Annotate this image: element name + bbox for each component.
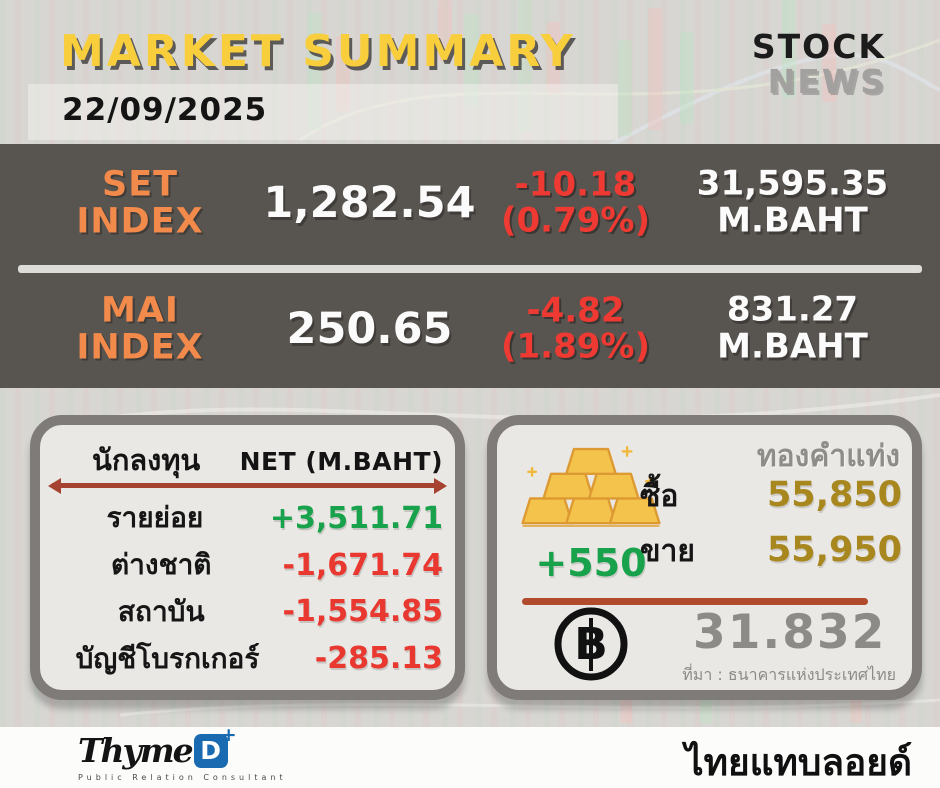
band-divider (18, 265, 922, 273)
publisher-logo: ไทยแทบลอยด์ (681, 733, 916, 788)
gold-sell-value: 55,950 (766, 530, 902, 570)
set-index-turnover: 31,595.35 M.BAHT (696, 163, 889, 241)
set-index-row: SET INDEX 1,282.54 -10.18 (0.79%) 31,595… (0, 144, 940, 262)
set-index-name: SET INDEX (76, 164, 204, 241)
table-row: บัญชีโบรกเกอร์ -285.13 (40, 637, 443, 681)
investor-net-value: -1,554.85 (282, 594, 444, 630)
brand-news-text: NEWS (767, 62, 886, 101)
investors-table: รายย่อย +3,511.71 ต่างชาติ -1,671.74 สถา… (40, 495, 455, 682)
investor-net-value: -285.13 (314, 641, 443, 677)
investor-type-label: รายย่อย (106, 501, 204, 535)
set-index-change: -10.18 (0.79%) (500, 164, 651, 240)
table-row: ต่างชาติ -1,671.74 (40, 543, 443, 587)
thymed-caption: Public Relation Consultant (78, 773, 287, 782)
gold-sell-label: ขาย (640, 534, 695, 569)
table-row: รายย่อย +3,511.71 (40, 496, 444, 540)
investor-type-label: ต่างชาติ (111, 548, 212, 582)
thymed-d-badge: D + (193, 724, 237, 768)
thymed-logo: Thyme D + Public Relation Consultant (78, 724, 287, 783)
date-backdrop-strip (28, 84, 618, 140)
investor-type-label: บัญชีโบรกเกอร์ (75, 641, 260, 675)
set-index-value: 1,282.54 (263, 178, 476, 228)
investors-net-label: NET (M.BAHT) (239, 447, 443, 476)
table-row: ขาย 55,950 (640, 528, 902, 575)
investors-header: นักลงทุน NET (M.BAHT) (40, 437, 455, 483)
gold-card: +550 ทองคำแท่ง ซื้อ 55,850 ขาย 55,950 B … (487, 415, 922, 700)
exchange-rate-value: 31.832 (693, 605, 887, 660)
mai-index-name: MAI INDEX (76, 290, 204, 367)
investor-net-value: +3,511.71 (269, 500, 443, 536)
table-row: ซื้อ 55,850 (640, 473, 902, 520)
index-band: SET INDEX 1,282.54 -10.18 (0.79%) 31,595… (0, 144, 940, 388)
report-date: 22/09/2025 (62, 92, 268, 128)
source-note: ที่มา : ธนาคารแห่งประเทศไทย (682, 665, 896, 684)
page-title: MARKET SUMMARY (60, 26, 576, 77)
stock-news-logo: STOCK NEWS (752, 30, 886, 98)
table-row: สถาบัน -1,554.85 (40, 590, 443, 634)
brand-stock-text: STOCK (751, 27, 886, 66)
double-arrow-line (48, 478, 447, 494)
gold-bars-icon (521, 445, 661, 527)
mai-index-row: MAI INDEX 250.65 -4.82 (1.89%) 831.27 M.… (0, 270, 940, 388)
mai-index-turnover: 831.27 M.BAHT (717, 289, 868, 367)
investors-card: นักลงทุน NET (M.BAHT) รายย่อย +3,511.71 … (30, 415, 465, 700)
mai-index-value: 250.65 (286, 304, 453, 354)
baht-coin-icon: B (554, 607, 628, 681)
thymed-logo-text: Thyme (78, 731, 194, 770)
gold-price-table: ซื้อ 55,850 ขาย 55,950 (640, 473, 902, 583)
investor-net-value: -1,671.74 (282, 547, 444, 583)
mai-index-change: -4.82 (1.89%) (500, 290, 651, 366)
investor-type-label: สถาบัน (117, 594, 205, 628)
investors-title: นักลงทุน (92, 443, 201, 477)
gold-change-value: +550 (535, 541, 647, 585)
gold-buy-value: 55,850 (766, 475, 902, 515)
plus-icon: + (220, 723, 237, 746)
sparkle-icon (527, 445, 655, 487)
gold-title: ทองคำแท่ง (756, 439, 900, 474)
gold-divider-line (522, 598, 868, 605)
footer-bar: Thyme D + Public Relation Consultant ไทย… (0, 724, 940, 788)
gold-buy-label: ซื้อ (640, 479, 679, 514)
